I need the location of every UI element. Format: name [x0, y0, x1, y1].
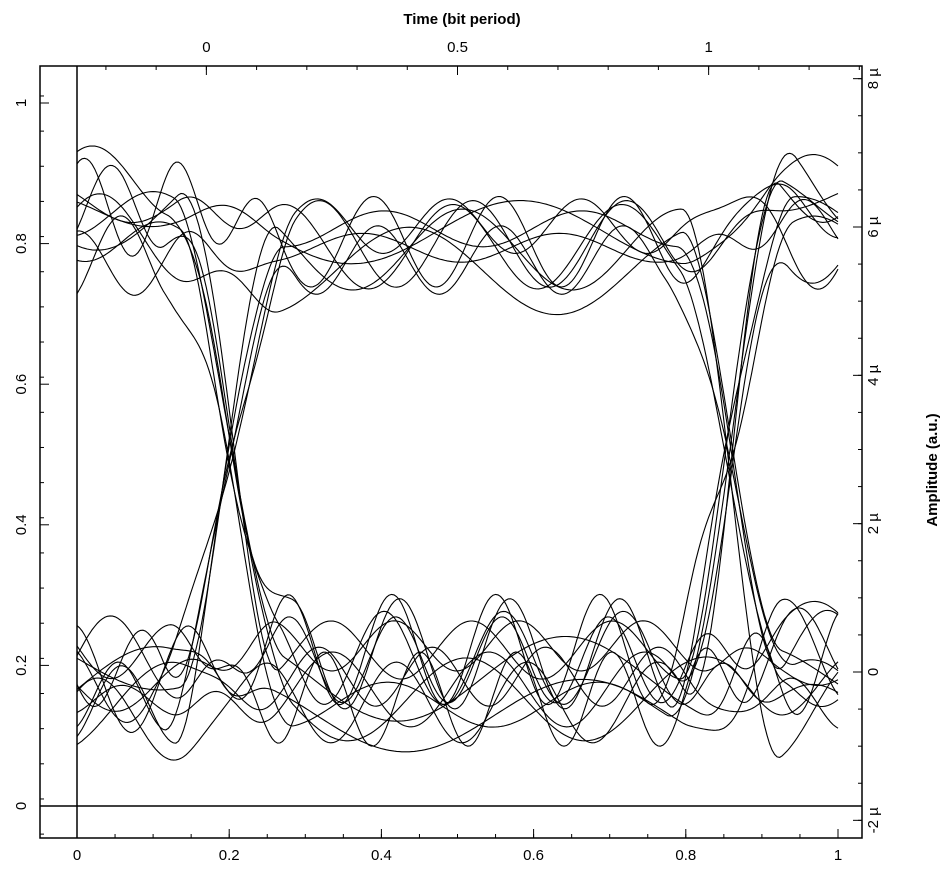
x-bottom-tick-label: 0: [73, 847, 81, 864]
y-right-tick-label: 8 µ: [865, 68, 882, 90]
y-left-tick-label: 0.8: [13, 233, 30, 254]
eye-trace-24: [76, 620, 839, 712]
x-top-tick-label: 1: [704, 39, 712, 56]
eye-trace-23: [76, 191, 839, 722]
eye-trace-21: [76, 208, 839, 758]
y-right-tick-label: 4 µ: [865, 364, 882, 386]
x-bottom-tick-label: 0.4: [371, 847, 392, 864]
y-left-tick-label: 0.6: [13, 374, 30, 395]
axis-labels: 0 0.2 0.4 0.6 0.8 1 0 0.2 0.4 0.6 0.8 1 0 0.5 1 -2 µ 0 2 …: [13, 39, 882, 864]
eye-traces: [76, 145, 839, 761]
eye-trace-4: [76, 210, 839, 744]
y-left-tick-label: 0: [13, 802, 30, 810]
x-bottom-tick-label: 0.2: [219, 847, 240, 864]
outer-frame: [39, 65, 863, 839]
x-top-tick-label: 0.5: [447, 39, 468, 56]
right-axis-title: Amplitude (a.u.): [924, 413, 941, 526]
eye-trace-22: [76, 182, 839, 761]
x-bottom-tick-label: 0.8: [675, 847, 696, 864]
eye-trace-16: [76, 196, 839, 723]
eye-trace-17: [76, 154, 839, 265]
y-right-tick-label: 0: [865, 668, 882, 676]
y-left-tick-label: 1: [13, 99, 30, 107]
eye-trace-18: [76, 607, 839, 747]
eye-trace-7: [76, 164, 839, 742]
y-right-tick-label: 6 µ: [865, 216, 882, 238]
eye-trace-12: [76, 225, 839, 731]
y-right-tick-label: -2 µ: [865, 807, 882, 834]
eye-trace-6: [76, 262, 839, 728]
eye-trace-11: [76, 180, 839, 680]
x-bottom-tick-label: 1: [834, 847, 842, 864]
eye-trace-2: [76, 646, 839, 746]
eye-trace-9: [76, 198, 839, 296]
y-left-tick-label: 0.4: [13, 514, 30, 535]
y-left-tick-label: 0.2: [13, 655, 30, 676]
eye-trace-8: [76, 192, 839, 708]
eye-trace-13: [76, 193, 839, 685]
x-top-tick-label: 0: [202, 39, 210, 56]
eye-trace-14: [76, 215, 839, 706]
x-bottom-tick-label: 0.6: [523, 847, 544, 864]
top-axis-title: Time (bit period): [403, 11, 520, 28]
eye-trace-15: [76, 221, 839, 705]
eye-trace-20: [76, 152, 839, 728]
eye-trace-1: [76, 157, 839, 288]
plot-frame: [39, 65, 863, 839]
y-right-tick-label: 2 µ: [865, 513, 882, 535]
eye-trace-5: [76, 194, 839, 708]
axis-ticks: [40, 66, 862, 838]
eye-trace-19: [76, 598, 839, 753]
